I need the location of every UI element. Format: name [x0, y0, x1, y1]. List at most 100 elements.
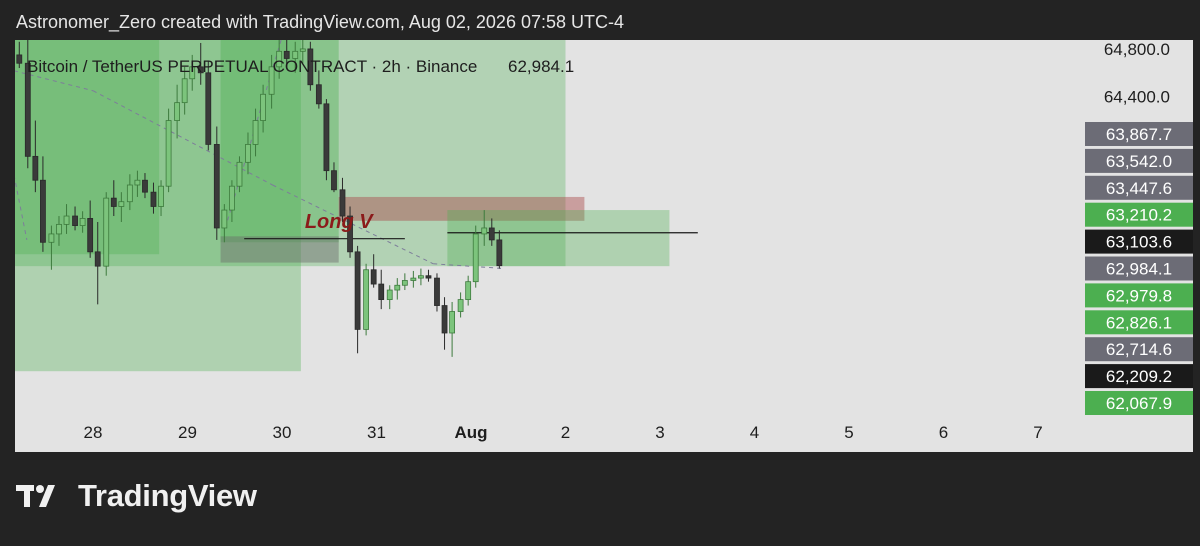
price-badge-label-4: 63,103.6: [1106, 233, 1172, 252]
x-tick-label-8: 5: [844, 423, 853, 442]
candle-body-57: [449, 311, 456, 334]
candle-body-48: [378, 283, 385, 300]
price-badge-label-2: 63,447.6: [1106, 179, 1172, 198]
price-badge-6: [1085, 283, 1193, 308]
chart-background: [15, 40, 1193, 452]
candle-body-3: [24, 62, 31, 157]
candle-body-8: [63, 215, 70, 225]
x-tick-label-2: 30: [273, 423, 292, 442]
candle-body-38: [299, 48, 306, 52]
candle-body-6: [48, 233, 55, 243]
price-badge-label-3: 63,210.2: [1106, 206, 1172, 225]
candle-body-7: [56, 223, 62, 235]
candle-body-52: [410, 277, 417, 281]
price-badge-8: [1085, 337, 1193, 362]
candle-body-40: [315, 84, 322, 105]
candle-body-25: [197, 66, 204, 74]
y-tick-label-1: 64,400.0: [1104, 88, 1170, 107]
candle-body-37: [292, 50, 299, 59]
candle-body-24: [189, 66, 196, 80]
candle-body-36: [283, 50, 290, 59]
candle-body-54: [425, 275, 432, 279]
price-badge-2: [1085, 175, 1193, 200]
zone-long-zone-left: [15, 40, 160, 255]
x-tick-label-9: 6: [939, 423, 948, 442]
candle-body-44: [347, 215, 353, 253]
price-badge-label-0: 63,867.7: [1106, 125, 1172, 144]
trendline-trend-1: [15, 70, 94, 92]
candle-body-53: [418, 275, 424, 279]
candle-body-51: [401, 280, 408, 286]
price-badge-label-8: 62,714.6: [1106, 340, 1172, 359]
candle-body-2: [16, 54, 23, 64]
candle-body-12: [94, 251, 101, 267]
candle-body-30: [236, 161, 243, 187]
candle-body-18: [142, 179, 148, 193]
x-tick-label-3: 31: [367, 423, 386, 442]
candle-body-47: [370, 269, 377, 285]
candle-body-58: [457, 299, 464, 312]
price-badge-label-10: 62,067.9: [1106, 394, 1172, 413]
trendline-trend-4: [433, 263, 505, 270]
chart-title: Bitcoin / TetherUS PERPETUAL CONTRACT · …: [27, 57, 477, 76]
candle-body-63: [496, 239, 503, 267]
trendline-trend-2: [92, 90, 273, 186]
x-tick-label-5: 2: [561, 423, 570, 442]
candle-body-10: [79, 218, 86, 226]
tradingview-logo-icon: [16, 485, 55, 507]
candle-body-21: [165, 120, 172, 187]
x-tick-label-10: 7: [1033, 423, 1042, 442]
zone-long-zone-main: [15, 40, 301, 372]
x-tick-label-1: 29: [178, 423, 197, 442]
price-badge-1: [1085, 148, 1193, 173]
candle-body-42: [331, 170, 337, 191]
zone-short-zone: [338, 196, 585, 221]
candle-body-28: [221, 209, 228, 229]
candle-body-27: [213, 144, 220, 229]
x-tick-label-6: 3: [655, 423, 664, 442]
candle-body-11: [87, 218, 94, 253]
candle-body-29: [229, 185, 235, 211]
zone-short-target: [447, 210, 670, 267]
price-badge-4: [1085, 229, 1193, 254]
candle-body-15: [118, 201, 125, 207]
candle-body-33: [260, 93, 267, 121]
tradingview-brand: TradingView: [16, 478, 257, 514]
candle-body-49: [386, 289, 393, 300]
price-badge-7: [1085, 310, 1193, 335]
candle-body-45: [354, 251, 361, 330]
price-badge-0: [1085, 122, 1193, 146]
candle-body-5: [40, 179, 46, 243]
candle-body-13: [103, 197, 110, 267]
candle-body-32: [252, 120, 259, 145]
candle-body-19: [150, 191, 157, 207]
candle-body-43: [339, 189, 346, 217]
x-tick-label-4: Aug: [454, 423, 487, 442]
brand-wordmark: TradingView: [78, 478, 257, 513]
price-badge-10: [1085, 391, 1193, 415]
price-badge-9: [1085, 364, 1193, 389]
price-chart[interactable]: Long VShort VIBitcoin / TetherUS PERPETU…: [15, 40, 1193, 452]
y-tick-label-0: 64,800.0: [1104, 40, 1170, 59]
candle-body-50: [394, 284, 401, 291]
candle-body-60: [472, 233, 479, 283]
price-badge-5: [1085, 256, 1193, 281]
chart-attribution: Astronomer_Zero created with TradingView…: [16, 12, 624, 32]
price-badge-label-7: 62,826.1: [1106, 313, 1172, 332]
candle-body-14: [110, 197, 117, 207]
candle-body-34: [268, 66, 275, 95]
candle-body-4: [32, 155, 39, 181]
price-badge-3: [1085, 202, 1193, 227]
chart-area[interactable]: Long VShort VIBitcoin / TetherUS PERPETU…: [15, 40, 1193, 452]
chart-last-price: 62,984.1: [508, 57, 574, 76]
price-badge-label-1: 63,542.0: [1106, 152, 1172, 171]
candle-body-46: [363, 269, 370, 330]
candle-body-31: [245, 144, 251, 163]
candle-body-55: [434, 277, 440, 306]
trendline-trend-5: [15, 177, 28, 241]
candle-body-56: [441, 305, 448, 334]
candle-body-16: [126, 184, 133, 203]
candle-body-61: [481, 227, 488, 235]
candle-body-20: [158, 185, 164, 207]
zone-long-stop-box: [220, 236, 339, 263]
